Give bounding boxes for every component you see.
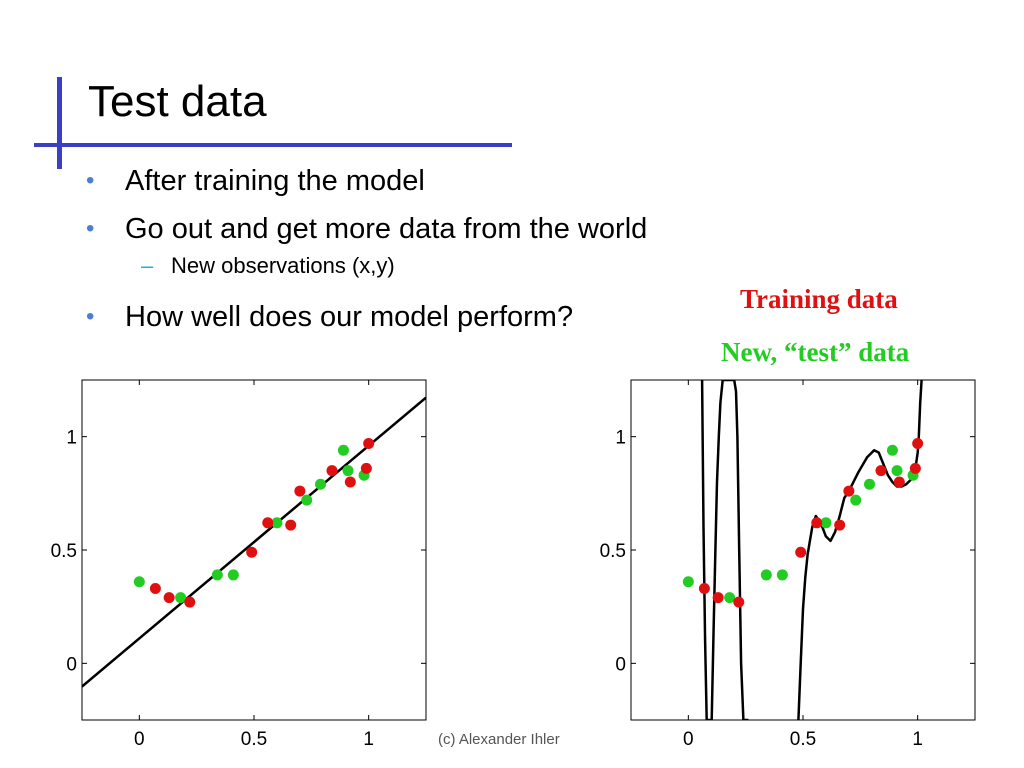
x-tick-label: 0.5 <box>790 729 816 750</box>
y-tick-label: 1 <box>66 428 77 449</box>
y-tick-label: 0 <box>615 654 626 675</box>
training-point <box>893 476 905 488</box>
y-tick-label: 0 <box>66 654 77 675</box>
bullet-text: Go out and get more data from the world <box>125 213 648 245</box>
training-point <box>698 583 710 595</box>
test-point <box>864 478 876 490</box>
test-point <box>886 444 898 456</box>
training-point <box>712 592 724 604</box>
test-point <box>342 465 354 477</box>
y-tick-label: 0.5 <box>600 541 626 562</box>
x-tick-label: 0.5 <box>241 729 267 750</box>
legend-test-data: New, “test” data <box>721 337 910 367</box>
legend-training-data: Training data <box>740 284 898 314</box>
training-point <box>875 465 887 477</box>
training-point <box>360 462 372 474</box>
test-point <box>682 576 694 588</box>
training-point <box>149 583 161 595</box>
test-point <box>760 569 772 581</box>
plot-area <box>682 380 924 720</box>
bullet-marker: • <box>86 167 95 194</box>
bullet-text: How well does our model perform? <box>125 301 574 333</box>
x-tick-label: 0 <box>683 729 694 750</box>
test-point <box>315 478 327 490</box>
test-point <box>301 494 313 506</box>
test-point <box>891 465 903 477</box>
training-point <box>909 462 921 474</box>
bullet-list: • After training the model • Go out and … <box>86 162 647 346</box>
training-point <box>834 519 846 531</box>
training-point <box>912 437 924 449</box>
training-point <box>294 485 306 497</box>
credit-text: (c) Alexander Ihler <box>438 731 560 748</box>
slide-title: Test data <box>88 77 267 126</box>
training-point <box>843 485 855 497</box>
training-point <box>262 517 274 529</box>
training-point <box>363 437 375 449</box>
plot-area <box>82 396 426 688</box>
bullet-marker: • <box>86 215 95 242</box>
training-point <box>795 546 807 558</box>
training-point <box>246 546 258 558</box>
y-tick-label: 1 <box>615 428 626 449</box>
test-point <box>337 444 349 456</box>
x-tick-label: 1 <box>912 729 923 750</box>
test-point <box>175 592 187 604</box>
training-point <box>326 465 338 477</box>
test-point <box>211 569 223 581</box>
test-point <box>776 569 788 581</box>
test-point <box>820 517 832 529</box>
bullet-text: After training the model <box>125 165 425 197</box>
bullet-item: • How well does our model perform? <box>86 298 647 346</box>
x-tick-label: 0 <box>134 729 145 750</box>
sub-bullet-text: New observations (x,y) <box>171 253 395 278</box>
bullet-item: • After training the model <box>86 162 647 210</box>
x-tick-label: 1 <box>363 729 374 750</box>
y-tick-label: 0.5 <box>51 541 77 562</box>
training-point <box>184 596 196 608</box>
fit-curve <box>700 380 749 720</box>
training-point <box>811 517 823 529</box>
bullet-marker: • <box>86 303 95 330</box>
sub-bullet-item: – New observations (x,y) <box>86 252 647 298</box>
training-point <box>285 519 297 531</box>
test-point <box>227 569 239 581</box>
test-point <box>133 576 145 588</box>
training-point <box>344 476 356 488</box>
accent-horizontal-line <box>34 143 512 147</box>
test-point <box>724 592 736 604</box>
bullet-item: • Go out and get more data from the worl… <box>86 210 647 258</box>
training-point <box>163 592 175 604</box>
accent-vertical-line <box>57 77 62 169</box>
test-point <box>850 494 862 506</box>
training-point <box>733 596 745 608</box>
sub-bullet-marker: – <box>141 253 154 278</box>
test-point <box>271 517 283 529</box>
